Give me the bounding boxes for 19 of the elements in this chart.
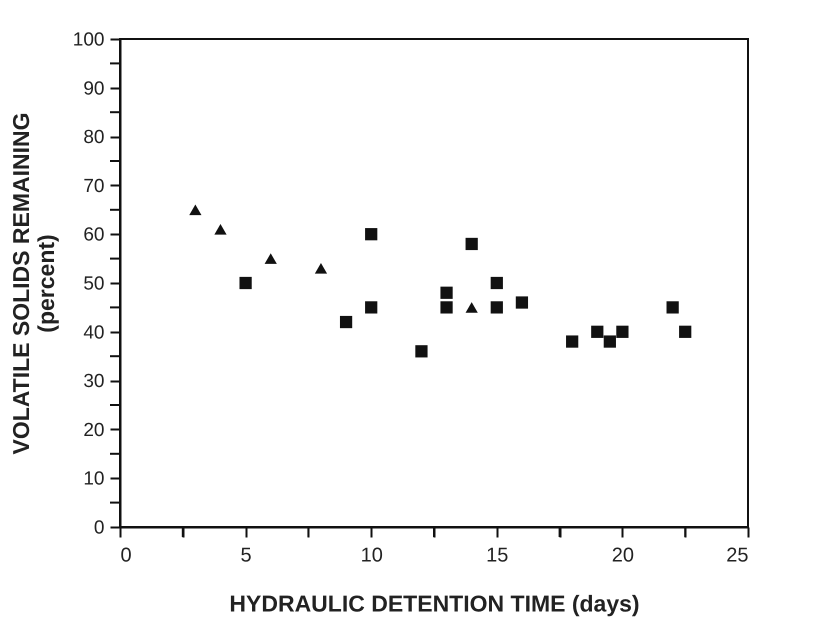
x-tick-label: 20	[612, 544, 634, 566]
y-tick-label: 60	[83, 224, 104, 246]
y-tick-label: 80	[83, 127, 104, 148]
y-tick-label: 100	[72, 30, 104, 50]
y-tick-label: 90	[83, 78, 104, 100]
y-tick-label: 50	[83, 274, 104, 294]
x-tick-label: 10	[360, 544, 383, 566]
y-tick-label: 10	[83, 468, 104, 490]
x-tick-label: 25	[726, 544, 748, 566]
y-tick-label: 30	[83, 371, 104, 392]
y-tick-label: 70	[83, 176, 104, 197]
x-tick-label: 5	[240, 544, 252, 566]
x-tick-label: 0	[120, 544, 132, 566]
y-tick-label: 40	[83, 322, 104, 344]
y-axis-title: VOLATILE SOLIDS REMAINING (percent)	[8, 112, 59, 455]
y-tick-label: 0	[94, 518, 104, 538]
x-axis-title: HYDRAULIC DETENTION TIME (days)	[229, 590, 640, 616]
y-tick-label: 20	[83, 420, 104, 441]
x-tick-label: 15	[486, 544, 508, 566]
